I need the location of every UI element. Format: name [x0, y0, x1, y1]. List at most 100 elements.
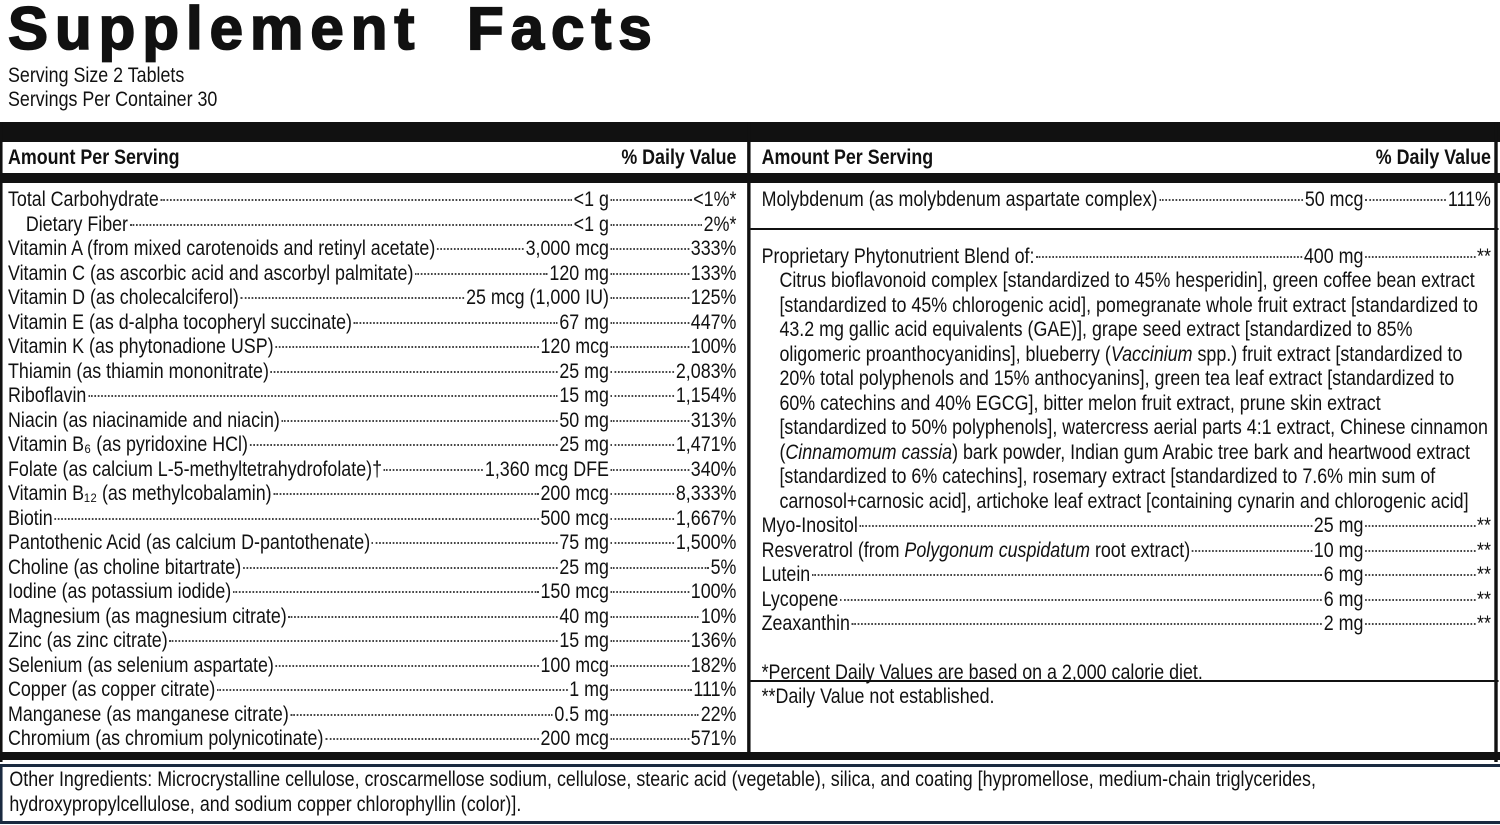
dv-cell: 182%: [609, 653, 737, 679]
footnote-rule: [750, 680, 1499, 682]
nutrient-row: Magnesium (as magnesium citrate) 40 mg 10%: [8, 605, 736, 630]
amount: 25 mg: [559, 433, 609, 456]
nutrient-row: Proprietary Phytonutrient Blend of: 400 m…: [762, 245, 1491, 270]
leader: [169, 640, 558, 642]
dv-cell: 2%*: [609, 213, 736, 238]
amount: 6 mg: [1323, 563, 1364, 586]
spacer: [8, 171, 736, 188]
dv-cell: 333%: [609, 237, 736, 262]
leader: [610, 223, 702, 226]
daily-value: 571%: [690, 727, 737, 750]
nutrient-row: Zeaxanthin 2 mg **: [762, 612, 1491, 637]
daily-value: **: [1476, 563, 1491, 586]
nutrient-row: Copper (as copper citrate) 1 mg 111%: [8, 678, 736, 703]
dv-cell: **: [1363, 563, 1491, 588]
amount: 100 mcg: [540, 653, 609, 677]
leader: [1036, 255, 1303, 258]
dv-cell: **: [1363, 539, 1491, 564]
leader: [610, 370, 675, 373]
leader: [610, 272, 690, 275]
leader: [811, 574, 1323, 576]
dv-cell: 100%: [609, 335, 736, 360]
nutrient-name: Choline (as choline bitartrate): [7, 555, 242, 579]
amount: 500 mcg: [540, 506, 609, 530]
amount: 67 mg: [559, 310, 609, 334]
leader: [129, 223, 572, 226]
daily-value: 22%: [700, 702, 737, 726]
dv-cell: **: [1363, 514, 1491, 539]
daily-value: 182%: [690, 653, 737, 677]
leader: [610, 321, 690, 324]
amount: 0.5 mg: [554, 702, 609, 726]
nutrient-name: Vitamin B₁₂ (as methylcobalamin): [7, 482, 272, 505]
name-part: Resveratrol (from: [761, 538, 905, 562]
leader: [1365, 199, 1447, 201]
nutrient-name: Selenium (as selenium aspartate): [7, 653, 274, 677]
nutrient-row: Myo-Inositol 25 mg **: [762, 514, 1491, 539]
leader: [160, 199, 572, 201]
leader: [1365, 598, 1476, 601]
leader: [840, 598, 1323, 601]
nutrient-name: Total Carbohydrate: [7, 188, 159, 211]
amount: 25 mcg (1,000 IU): [466, 286, 609, 309]
daily-value: 100%: [690, 580, 737, 603]
daily-value: 133%: [690, 261, 737, 285]
nutrient-row: Chromium (as chromium polynicotinate) 200…: [8, 727, 736, 752]
amount: 75 mg: [559, 531, 609, 554]
daily-value: **: [1476, 244, 1491, 268]
nutrient-name: Resveratrol (from Polygonum cuspidatum r…: [762, 539, 1191, 564]
amount: 25 mg: [559, 555, 609, 579]
nutrient-name: Niacin (as niacinamide and niacin): [7, 408, 280, 432]
leader: [240, 297, 465, 299]
nutrient-row: Folate (as calcium L-5-methyltetrahydrof…: [8, 458, 736, 483]
dv-cell: 22%: [609, 702, 737, 728]
amount: 1 mg: [569, 678, 609, 701]
leader: [249, 444, 558, 446]
nutrient-name: Manganese (as manganese citrate): [7, 702, 289, 726]
dv-cell: 340%: [609, 458, 736, 483]
dv-cell: 571%: [609, 727, 737, 752]
dv-cell: 1,471%: [609, 433, 736, 458]
servings-per-container: Servings Per Container 30: [7, 88, 218, 111]
daily-value: 111%: [693, 678, 737, 701]
leader: [288, 615, 558, 618]
dv-cell: **: [1363, 588, 1491, 613]
amount: 25 mg: [559, 359, 609, 383]
leader: [610, 591, 690, 593]
amount: 400 mg: [1303, 244, 1364, 268]
dv-cell: 2,083%: [609, 360, 736, 385]
leader: [1365, 255, 1476, 258]
daily-value: **: [1476, 538, 1491, 562]
nutrient-name: Chromium (as chromium polynicotinate): [7, 727, 324, 750]
leader: [610, 542, 675, 544]
leader: [273, 493, 539, 495]
nutrient-name: Molybdenum (as molybdenum aspartate comp…: [761, 188, 1158, 211]
daily-value: 1,500%: [675, 531, 737, 554]
daily-value: 313%: [690, 408, 737, 432]
leader: [859, 525, 1313, 527]
daily-value: 1,667%: [675, 506, 737, 530]
leader: [325, 738, 539, 740]
leader: [290, 713, 553, 716]
dv-cell: 447%: [609, 311, 736, 336]
amount: 120 mcg: [540, 335, 609, 358]
other-ingredients: Other Ingredients: Microcrystalline cell…: [9, 768, 1316, 816]
nutrient-name: Myo-Inositol: [761, 514, 858, 537]
daily-value: 5%: [710, 555, 737, 579]
other-ingredients-box: Other Ingredients: Microcrystalline cell…: [0, 764, 1500, 824]
serving-size: Serving Size 2 Tablets: [7, 64, 185, 87]
right-border: [1494, 122, 1498, 762]
leader: [610, 444, 675, 446]
dv-cell: 1,667%: [609, 506, 737, 532]
nutrient-name: Vitamin C (as ascorbic acid and ascorbyl…: [7, 261, 414, 285]
nutrient-row: Manganese (as manganese citrate) 0.5 mg 22…: [8, 703, 736, 728]
nutrient-row: Iodine (as potassium iodide) 150 mcg 100%: [8, 580, 736, 605]
nutrient-row: Vitamin B₆ (as pyridoxine HCl) 25 mg 1,471…: [8, 433, 736, 458]
dv-cell: **: [1363, 612, 1491, 637]
amount: 40 mg: [559, 604, 609, 628]
nutrient-row: Vitamin C (as ascorbic acid and ascorbyl…: [8, 262, 736, 287]
dv-header: % Daily Value: [1375, 146, 1491, 169]
nutrient-name: Riboflavin: [7, 384, 87, 407]
